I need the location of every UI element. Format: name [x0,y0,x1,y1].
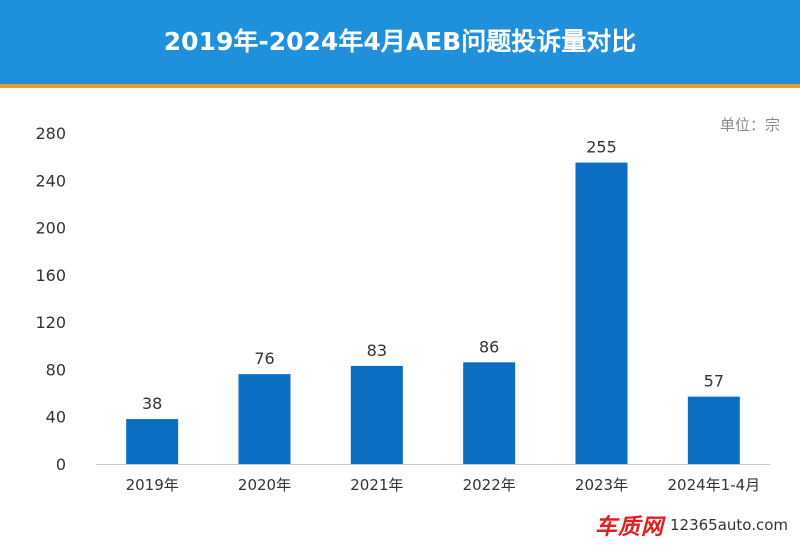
data-label: 86 [479,337,499,356]
data-label: 76 [254,349,274,368]
header-divider [0,84,800,88]
x-tick-label: 2023年 [575,476,628,494]
y-tick-label: 280 [35,124,66,143]
bar [350,365,403,464]
y-tick-label: 40 [46,408,66,427]
chart-title: 2019年-2024年4月AEB问题投诉量对比 [163,27,637,56]
x-tick-label: 2024年1-4月 [667,476,760,494]
watermark-logo: 车质网 [594,514,664,540]
y-tick-label: 160 [35,266,66,285]
x-tick-label: 2020年 [238,476,291,494]
watermark: 车质网 12365auto.com [595,509,788,541]
x-tick-label: 2019年 [126,476,179,494]
unit-label: 单位：宗 [719,116,780,134]
data-label: 57 [704,372,724,391]
data-label: 38 [142,394,162,413]
bar [575,162,628,464]
header-bar [0,0,800,84]
watermark-site: 12365auto.com [669,516,788,534]
y-tick-label: 0 [56,455,66,474]
y-tick-label: 120 [35,313,66,332]
data-label: 83 [367,341,387,360]
x-tick-label: 2021年 [350,476,403,494]
x-tick-label: 2022年 [463,476,516,494]
bar [238,374,291,464]
bar [463,362,516,464]
y-tick-label: 240 [35,171,66,190]
y-tick-label: 80 [46,360,66,379]
bar [687,396,740,464]
y-tick-label: 200 [35,219,66,238]
bar [126,419,179,464]
data-label: 255 [586,138,617,157]
